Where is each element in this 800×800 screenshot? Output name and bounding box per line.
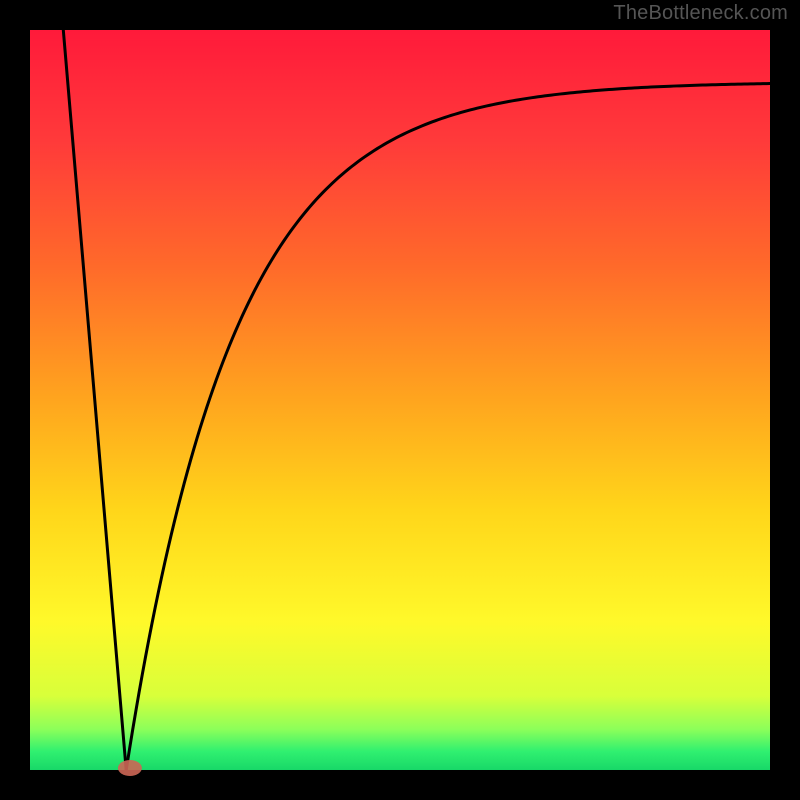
watermark-text: TheBottleneck.com [613,2,788,25]
optimum-marker [118,760,142,776]
bottleneck-chart [0,0,800,800]
gradient-background [30,30,770,770]
